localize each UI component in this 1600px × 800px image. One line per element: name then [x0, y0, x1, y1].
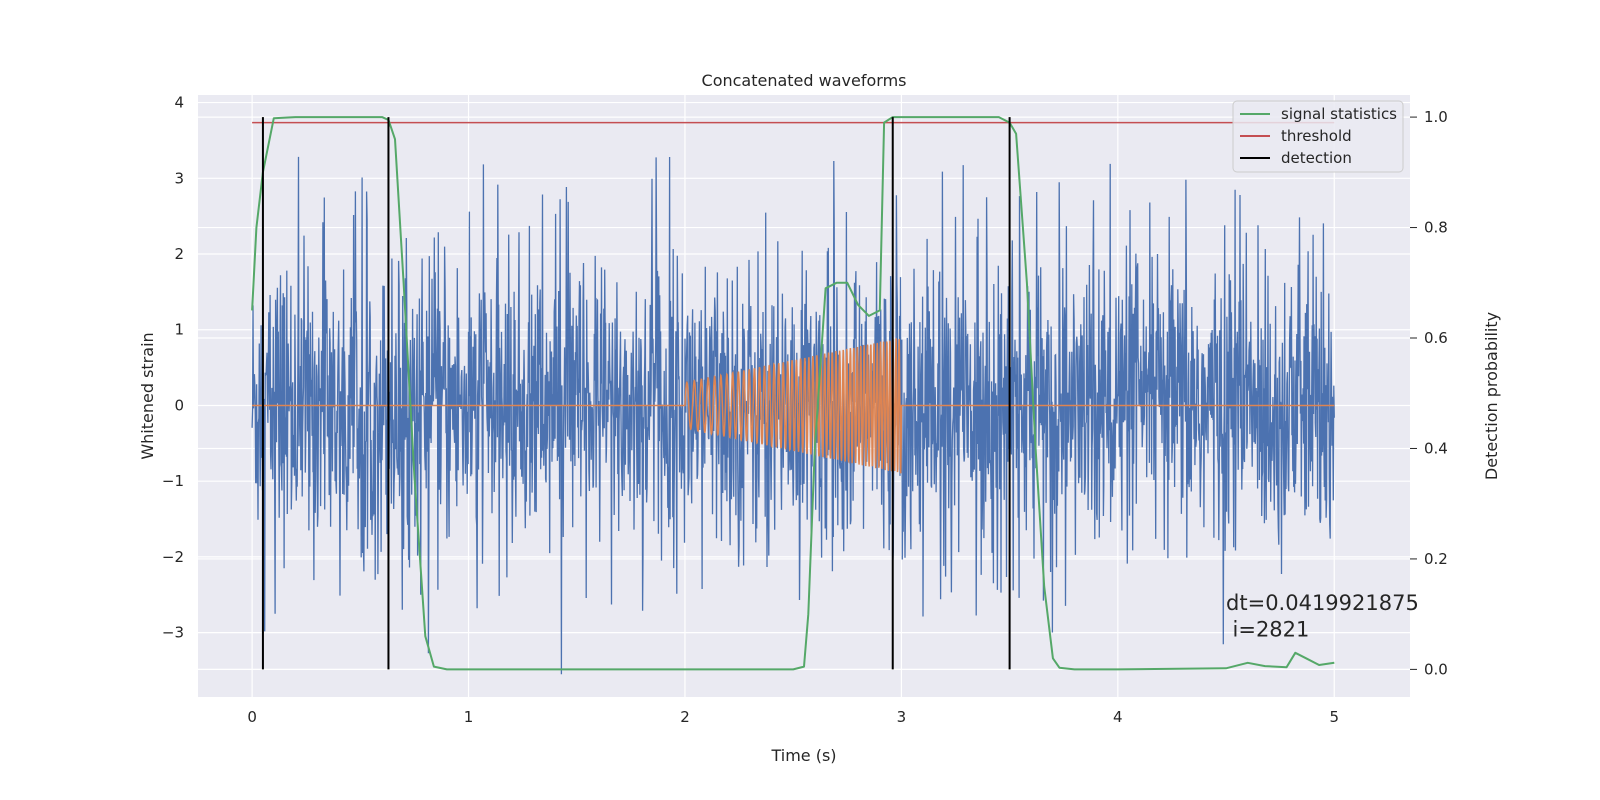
y2-tick-label: 1.0 — [1424, 108, 1448, 126]
x-tick-label: 1 — [464, 708, 474, 726]
y2-tick-label: 0.4 — [1424, 439, 1448, 457]
y2-tick-label: 0.6 — [1424, 329, 1448, 347]
chart-title: Concatenated waveforms — [702, 71, 907, 90]
legend-label: signal statistics — [1281, 105, 1397, 123]
series-chirp-line — [252, 338, 1335, 474]
legend-label: threshold — [1281, 127, 1352, 145]
y-tick-label: 3 — [174, 169, 184, 187]
y2-tick-label: 0.0 — [1424, 660, 1448, 678]
y2-tick-label: 0.8 — [1424, 219, 1448, 237]
x-tick-label: 5 — [1329, 708, 1339, 726]
series-signal-statistics-line — [251, 116, 1335, 671]
y-axis-label: Whitened strain — [138, 332, 157, 459]
y2-axis-label: Detection probability — [1482, 312, 1501, 480]
y-tick-label: −1 — [162, 472, 184, 490]
y-tick-label: −3 — [162, 624, 184, 642]
annotation-text: dt=0.0419921875 — [1226, 591, 1419, 615]
x-tick-label: 4 — [1113, 708, 1123, 726]
y-tick-label: 4 — [174, 94, 184, 112]
annotation-text: i=2821 — [1233, 617, 1310, 641]
y-tick-label: 2 — [174, 245, 184, 263]
series-layer — [251, 116, 1335, 675]
y2-tick-label: 0.2 — [1424, 550, 1448, 568]
x-axis-label: Time (s) — [770, 746, 836, 765]
y-tick-label: 0 — [174, 396, 184, 414]
legend: signal statistics threshold detection — [1232, 100, 1404, 173]
legend-box — [1232, 100, 1404, 173]
legend-label: detection — [1281, 149, 1352, 167]
x-tick-label: 0 — [247, 708, 257, 726]
y-tick-label: 1 — [174, 321, 184, 339]
y-tick-label: −2 — [162, 548, 184, 566]
x-tick-label: 3 — [897, 708, 907, 726]
x-tick-label: 2 — [680, 708, 690, 726]
axis-ticks: 0 1 2 3 4 5 −3 −2 −1 0 1 2 3 4 0.0 0.2 0.4 0.6 0.8 1.0 — [162, 94, 1448, 726]
